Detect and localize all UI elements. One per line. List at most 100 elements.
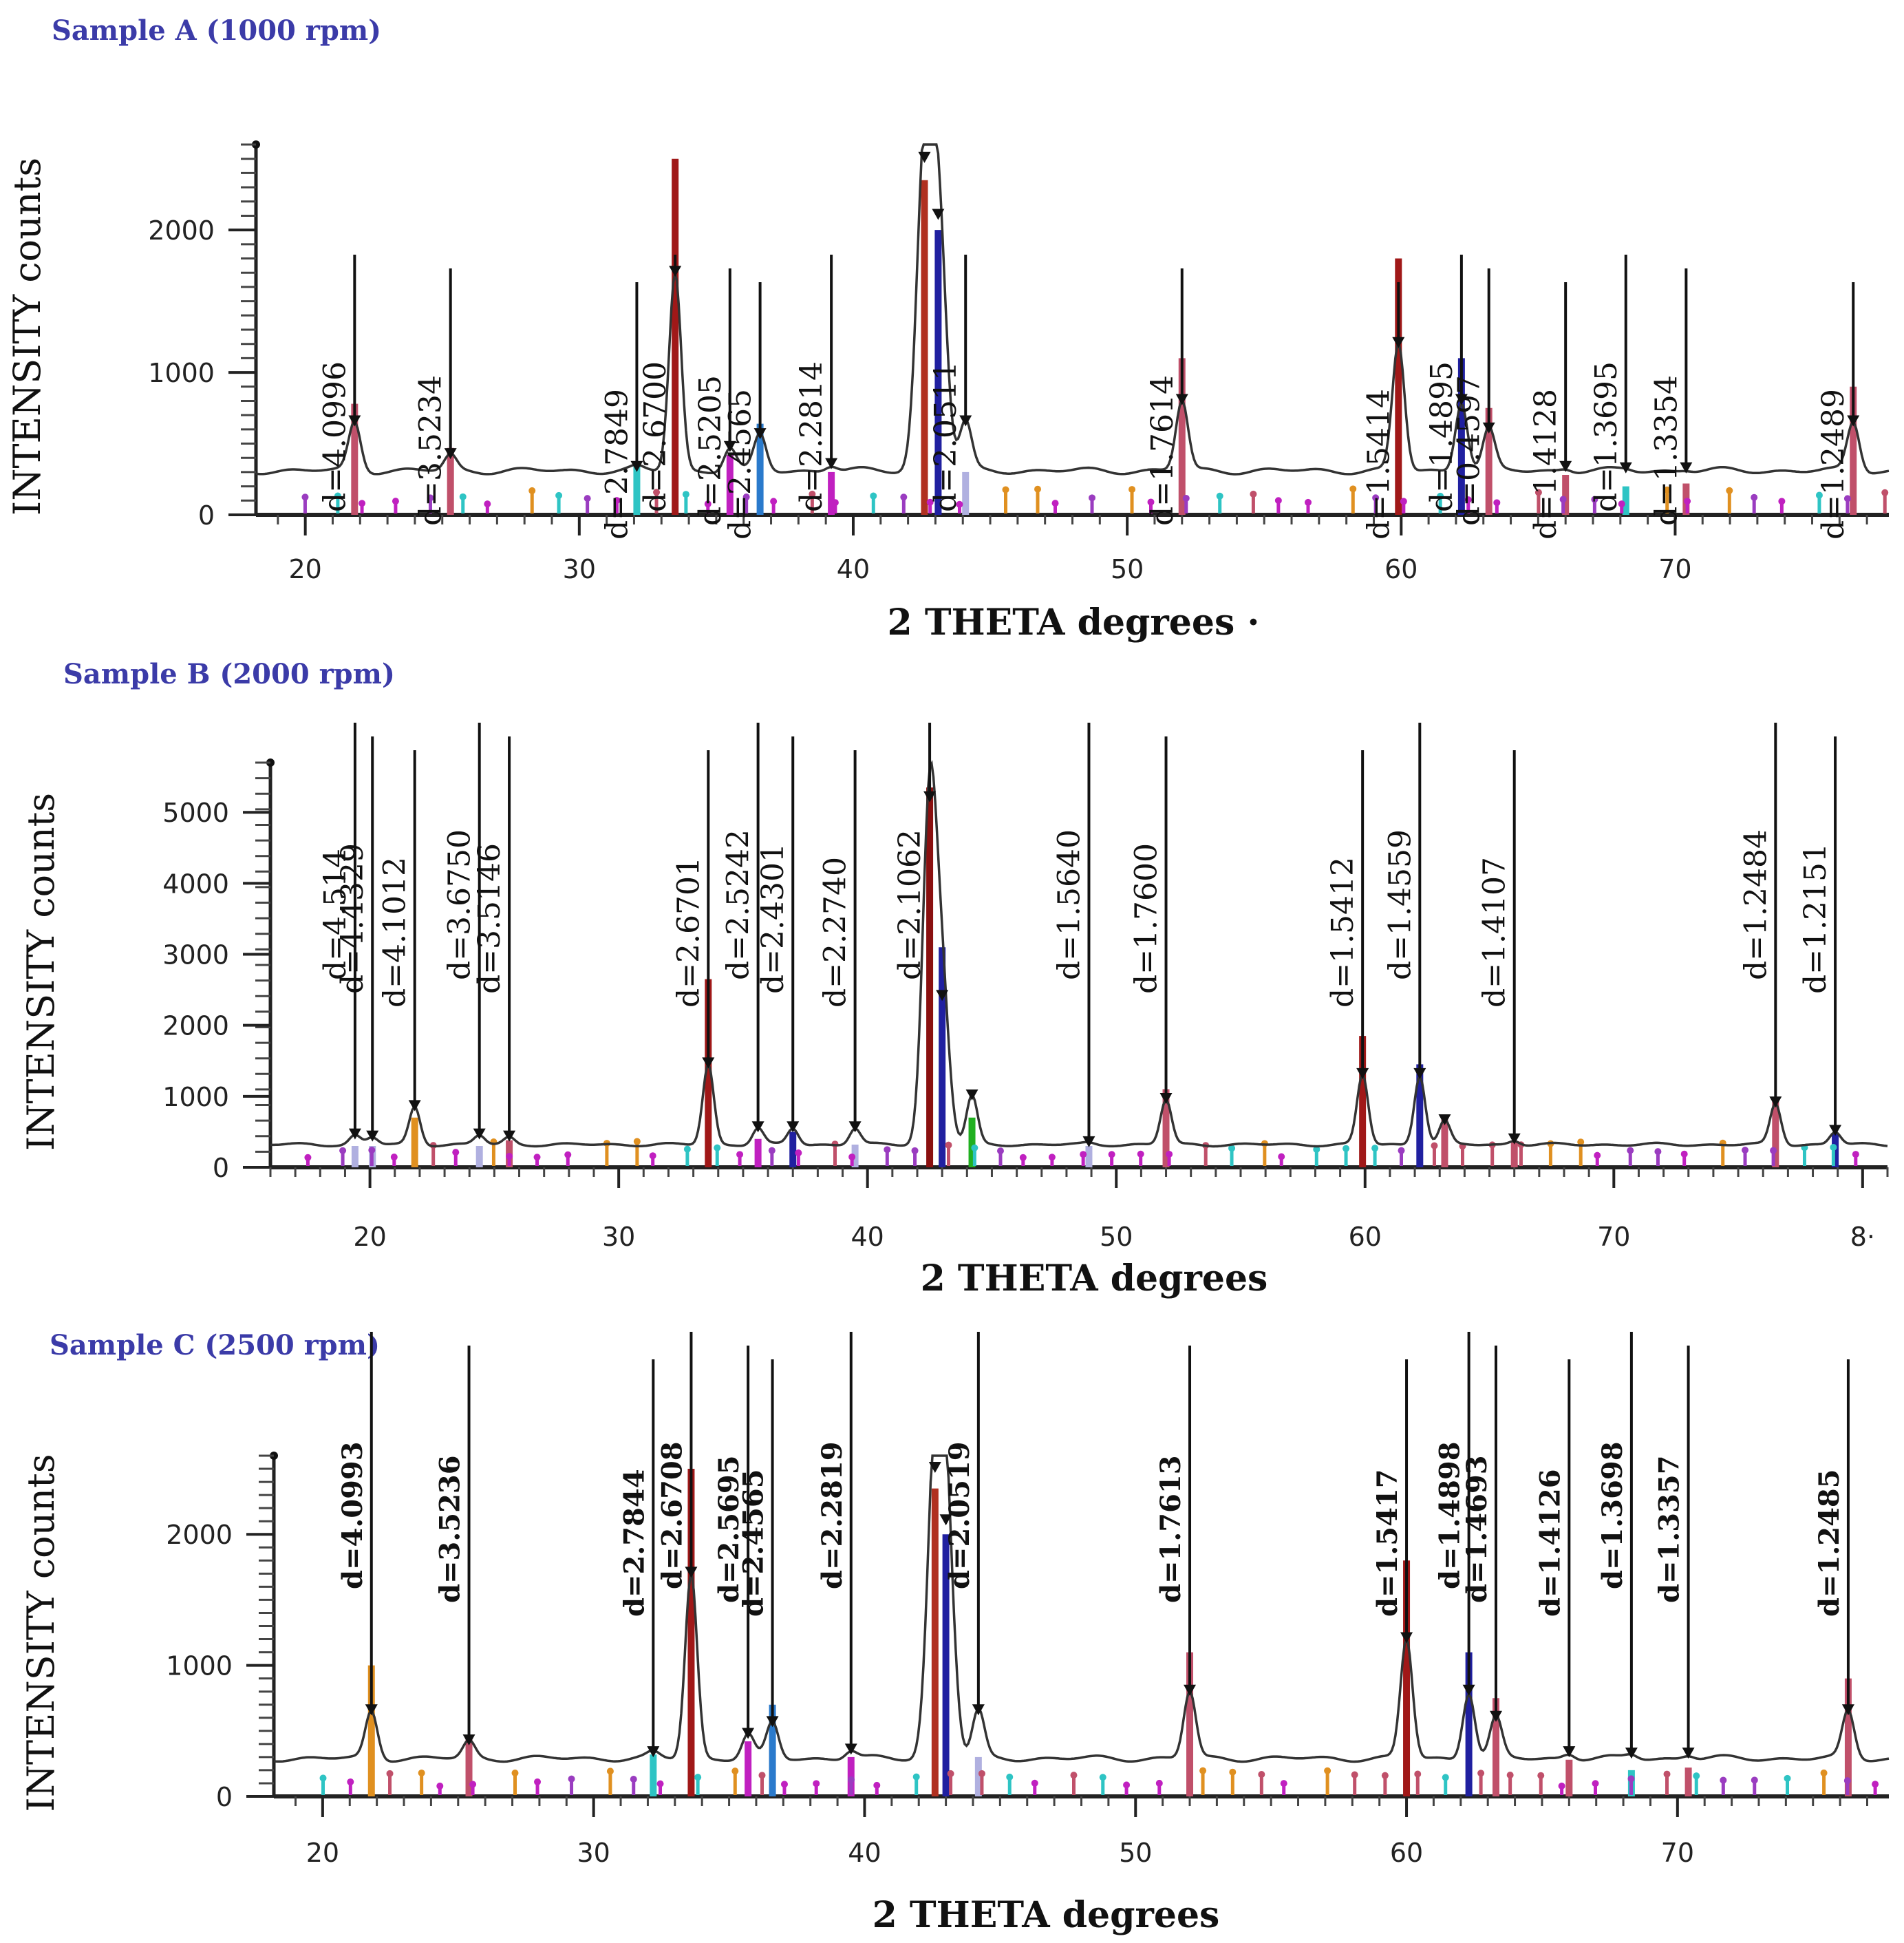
peak-marker bbox=[965, 1089, 978, 1101]
peak-d-spacing-label: d=3.5236 bbox=[434, 1455, 467, 1603]
base-marker-dot bbox=[1820, 1769, 1828, 1776]
peak-d-spacing-label: d=4.4329 bbox=[335, 843, 370, 994]
peak-marker bbox=[1482, 422, 1495, 434]
peak-d-spacing-label: d=2.4301 bbox=[756, 843, 791, 994]
peak-marker bbox=[825, 458, 838, 469]
base-marker-dot bbox=[1305, 498, 1312, 506]
peak-marker bbox=[1680, 462, 1693, 474]
base-marker-dot bbox=[1663, 1770, 1671, 1778]
base-marker-dot bbox=[1477, 1770, 1485, 1777]
x-tick-label: 70 bbox=[1661, 1838, 1694, 1868]
peak-d-spacing-label: d=1.2485 bbox=[1813, 1469, 1846, 1617]
base-marker-dot bbox=[1627, 1147, 1634, 1154]
base-marker-dot bbox=[758, 1772, 766, 1779]
base-marker-dot bbox=[742, 493, 750, 501]
base-marker-dot bbox=[1830, 1143, 1837, 1151]
y-tick-label: 1000 bbox=[166, 1651, 233, 1681]
peak-marker bbox=[1625, 1748, 1638, 1759]
peak-marker bbox=[444, 448, 457, 460]
peak-d-spacing-label: d=1.4126 bbox=[1534, 1469, 1566, 1617]
base-marker-dot bbox=[347, 1778, 354, 1785]
peak-marker bbox=[685, 1567, 698, 1578]
x-tick-label: 20 bbox=[288, 554, 321, 584]
base-marker-dot bbox=[390, 1154, 398, 1161]
base-marker-dot bbox=[359, 500, 366, 507]
base-marker-dot bbox=[1506, 1772, 1514, 1779]
peak-d-spacing-label: d=4.514 bbox=[318, 849, 353, 980]
base-marker-dot bbox=[900, 493, 908, 501]
intensity-profile bbox=[270, 760, 1888, 1148]
x-tick-label: 30 bbox=[563, 554, 596, 584]
panel-title: Sample B (2000 rpm) bbox=[63, 658, 395, 690]
peak-d-spacing-label: d=2.1062 bbox=[892, 829, 928, 980]
base-marker-dot bbox=[1371, 1145, 1379, 1152]
base-marker-dot bbox=[694, 1774, 702, 1781]
base-marker-dot bbox=[534, 1778, 542, 1785]
base-marker-dot bbox=[427, 494, 434, 502]
base-marker-dot bbox=[1324, 1767, 1331, 1774]
base-marker-dot bbox=[1051, 500, 1059, 507]
base-marker-dot bbox=[386, 1770, 394, 1777]
panel-title: Sample C (2500 rpm) bbox=[50, 1329, 380, 1361]
peak-d-spacing-label: d=2.2814 bbox=[794, 361, 829, 512]
base-marker-dot bbox=[884, 1146, 891, 1154]
base-marker-dot bbox=[947, 1770, 954, 1777]
base-marker-dot bbox=[1400, 498, 1407, 505]
base-marker-dot bbox=[1274, 497, 1282, 505]
peak-d-spacing-label: d=1.3698 bbox=[1596, 1441, 1629, 1589]
base-marker-dot bbox=[1843, 495, 1851, 502]
peak-marker bbox=[1175, 394, 1188, 405]
x-tick-label: 40 bbox=[837, 554, 870, 584]
base-marker-dot bbox=[1006, 1773, 1014, 1781]
peak-d-spacing-label: d=2.5205 bbox=[693, 375, 728, 526]
base-marker-dot bbox=[1770, 1147, 1777, 1154]
base-marker-dot bbox=[1031, 1779, 1038, 1787]
base-marker-dot bbox=[1726, 487, 1733, 494]
peak-d-spacing-label: d=3.6750 bbox=[442, 829, 478, 980]
peak-marker bbox=[959, 415, 972, 427]
x-tick-label: 50 bbox=[1119, 1838, 1152, 1868]
base-marker-dot bbox=[1099, 1774, 1106, 1781]
base-marker-dot bbox=[731, 1767, 739, 1775]
base-marker-dot bbox=[1881, 489, 1889, 496]
base-marker-dot bbox=[613, 497, 621, 505]
base-marker-dot bbox=[1751, 493, 1758, 501]
peak-marker bbox=[1462, 1684, 1475, 1696]
base-marker-dot bbox=[1680, 1150, 1688, 1158]
peak-d-spacing-label: d=1.4693 bbox=[1461, 1455, 1493, 1603]
peak-marker bbox=[848, 1121, 862, 1133]
peak-d-spacing-label: d=1.7614 bbox=[1145, 375, 1180, 526]
base-marker-dot bbox=[1147, 498, 1155, 506]
peak-marker bbox=[766, 1716, 779, 1728]
base-marker-dot bbox=[1591, 496, 1598, 503]
base-marker-dot bbox=[1398, 1147, 1405, 1154]
base-marker-dot bbox=[1442, 1774, 1449, 1781]
base-marker-dot bbox=[1108, 1151, 1115, 1158]
base-marker-dot bbox=[1684, 498, 1691, 505]
peak-marker bbox=[1455, 394, 1468, 405]
base-marker-dot bbox=[1751, 1776, 1758, 1784]
base-marker-dot bbox=[1577, 1138, 1585, 1146]
peak-marker bbox=[1847, 415, 1860, 427]
y-axis-label: INTENSITY counts bbox=[6, 158, 49, 516]
peak-d-spacing-label: d=1.4559 bbox=[1382, 829, 1418, 980]
base-marker-dot bbox=[1872, 1781, 1879, 1788]
x-tick-label: 30 bbox=[577, 1838, 610, 1868]
base-marker-dot bbox=[780, 1781, 788, 1788]
base-marker-dot bbox=[1784, 1774, 1791, 1782]
peak-marker bbox=[1490, 1710, 1503, 1722]
peak-marker bbox=[1559, 460, 1572, 472]
base-marker-dot bbox=[1594, 1151, 1601, 1159]
peak-marker bbox=[1413, 1068, 1426, 1079]
y-tick-label: 3000 bbox=[162, 940, 229, 970]
panel-c: Sample C (2500 rpm) INTENSITY counts 2 THE… bbox=[19, 1329, 1890, 1936]
peak-d-spacing-label: d=1.2484 bbox=[1738, 829, 1773, 980]
base-marker-dot bbox=[1228, 1145, 1236, 1152]
base-marker-dot bbox=[1155, 1779, 1163, 1787]
base-marker-dot bbox=[459, 493, 467, 500]
base-marker-dot bbox=[1216, 492, 1223, 500]
base-marker-dot bbox=[1351, 1771, 1358, 1779]
peak-d-spacing-label: d=1.4128 bbox=[1528, 389, 1563, 540]
base-marker-dot bbox=[996, 1147, 1004, 1155]
